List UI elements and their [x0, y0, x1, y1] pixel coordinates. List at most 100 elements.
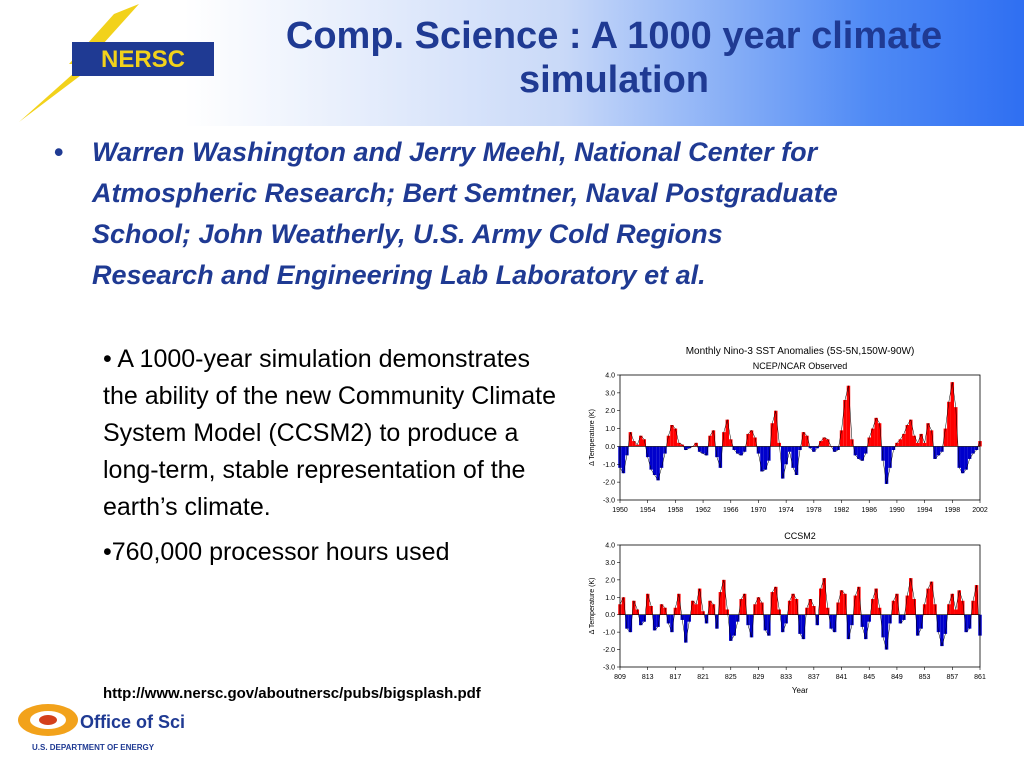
- anomaly-bar: [843, 400, 847, 447]
- anomaly-bar: [746, 433, 750, 447]
- x-tick-label: 841: [836, 674, 848, 681]
- anomaly-bar: [791, 446, 795, 468]
- anomaly-bar: [770, 592, 775, 615]
- x-tick-label: 825: [725, 674, 737, 681]
- anomaly-bar: [853, 595, 858, 615]
- anomaly-bar: [760, 602, 764, 615]
- anomaly-bar: [770, 423, 775, 447]
- anomaly-bar: [711, 604, 716, 615]
- anomaly-bar: [763, 614, 768, 631]
- anomaly-bar: [774, 410, 778, 447]
- anomaly-bar: [874, 588, 878, 615]
- anomaly-bar: [957, 446, 961, 468]
- anomaly-bar: [832, 614, 837, 633]
- anomaly-bar: [850, 614, 854, 626]
- x-tick-label: 1982: [834, 507, 850, 514]
- y-axis-label: Δ Temperature (K): [589, 409, 596, 466]
- x-tick-label: 1954: [640, 507, 656, 514]
- anomaly-bar: [877, 423, 882, 447]
- anomaly-bar: [812, 446, 816, 452]
- anomaly-bar: [846, 385, 851, 447]
- anomaly-bar: [909, 419, 913, 447]
- anomaly-bar: [756, 597, 761, 615]
- chart-title: CCSM2: [784, 531, 816, 541]
- anomaly-bar: [708, 600, 712, 615]
- anomaly-bar: [936, 446, 941, 456]
- anomaly-bar: [950, 593, 955, 615]
- anomaly-bar: [902, 433, 906, 447]
- anomaly-bar: [974, 446, 979, 450]
- office-of-science-text: Office of Science: [80, 712, 184, 732]
- anomaly-bar: [947, 401, 951, 447]
- x-tick-label: 1994: [917, 507, 933, 514]
- source-link[interactable]: http://www.nersc.gov/aboutnersc/pubs/big…: [103, 685, 481, 702]
- x-tick-label: 1970: [751, 507, 767, 514]
- anomaly-bar: [652, 446, 657, 475]
- anomaly-bar: [857, 586, 861, 615]
- x-tick-label: 853: [919, 674, 931, 681]
- anomaly-bar: [760, 446, 764, 472]
- anomaly-bar: [777, 609, 781, 615]
- anomaly-bar: [663, 446, 667, 454]
- anomaly-bar: [680, 614, 685, 620]
- anomaly-bar: [905, 595, 910, 615]
- anomaly-bar: [843, 593, 847, 615]
- anomaly-bar: [711, 430, 716, 447]
- x-tick-label: 2002: [972, 507, 988, 514]
- anomaly-bar: [853, 446, 858, 456]
- anomaly-bar: [749, 614, 754, 638]
- anomaly-bar: [940, 446, 944, 452]
- slide-title: Comp. Science : A 1000 year climate simu…: [285, 15, 943, 101]
- anomaly-bar: [684, 446, 688, 450]
- anomaly-bar: [877, 607, 882, 615]
- anomaly-bar: [659, 446, 664, 468]
- anomaly-bar: [960, 446, 965, 474]
- anomaly-bar: [774, 586, 778, 615]
- anomaly-bar: [708, 435, 712, 447]
- anomaly-bar: [870, 599, 875, 615]
- anomaly-bar: [694, 442, 698, 447]
- anomaly-bar: [895, 442, 899, 447]
- nino3-charts: Monthly Nino-3 SST Anomalies (5S-5N,150W…: [589, 346, 988, 695]
- anomaly-bar: [742, 593, 747, 615]
- doe-swirl-center-icon: [39, 715, 57, 725]
- anomaly-bar: [725, 419, 730, 447]
- anomaly-bar: [642, 614, 646, 622]
- anomaly-bar: [791, 593, 795, 615]
- anomaly-bar: [798, 446, 802, 450]
- anomaly-bar: [922, 604, 927, 615]
- anomaly-bar: [971, 446, 975, 454]
- anomaly-bar: [645, 593, 650, 615]
- anomaly-bar: [912, 435, 916, 447]
- anomaly-bar: [787, 600, 792, 615]
- y-tick-label: -2.0: [603, 647, 615, 654]
- anomaly-bar: [954, 609, 958, 615]
- anomaly-bar: [729, 439, 733, 447]
- x-tick-label: 1978: [806, 507, 822, 514]
- anomaly-bar: [891, 446, 896, 450]
- anomaly-bar: [697, 446, 702, 452]
- anomaly-bar: [767, 614, 771, 636]
- anomaly-bar: [687, 446, 691, 449]
- anomaly-bar: [749, 430, 754, 447]
- anomaly-bar: [971, 600, 975, 615]
- x-tick-label: 1950: [612, 507, 628, 514]
- anomaly-bar: [715, 446, 719, 458]
- anomaly-bar: [919, 614, 923, 629]
- y-tick-label: -3.0: [603, 498, 615, 505]
- anomaly-bar: [933, 604, 937, 615]
- anomaly-bar: [639, 435, 643, 447]
- anomaly-bar: [680, 444, 685, 447]
- x-tick-label: 817: [670, 674, 682, 681]
- anomaly-bar: [915, 614, 920, 636]
- sub-bullet-list: • A 1000-year simulation demonstrates th…: [103, 341, 563, 579]
- y-tick-label: -2.0: [603, 480, 615, 487]
- anomaly-bar: [881, 614, 885, 638]
- anomaly-bar: [725, 609, 730, 615]
- anomaly-bar: [881, 446, 885, 461]
- anomaly-bar: [753, 437, 757, 447]
- y-tick-label: -1.0: [603, 630, 615, 637]
- anomaly-bar: [735, 446, 740, 454]
- anomaly-bar: [718, 592, 723, 615]
- anomaly-bar: [756, 446, 761, 454]
